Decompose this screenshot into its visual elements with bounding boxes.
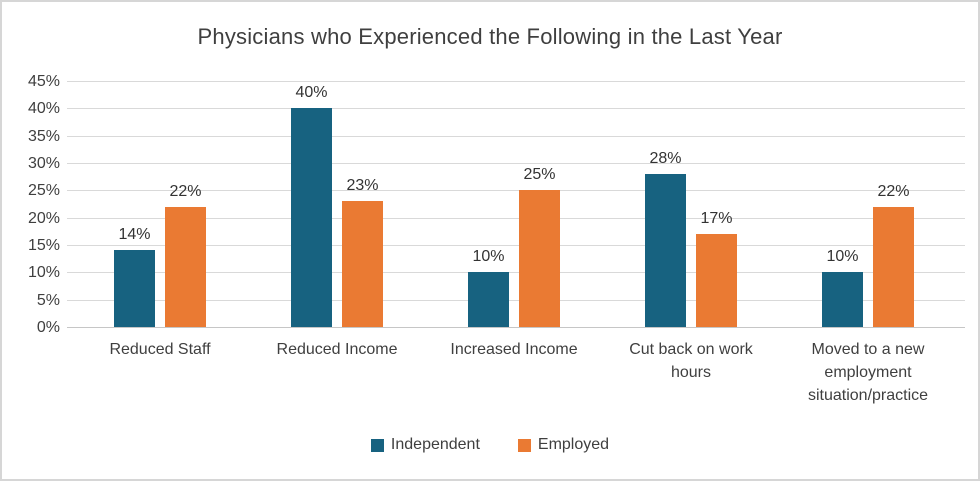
bar-independent (291, 108, 332, 327)
bar-employed (519, 190, 560, 327)
bar-value-label: 22% (877, 182, 910, 200)
legend-swatch-icon (370, 438, 384, 452)
bar-value-label: 22% (169, 182, 202, 200)
x-axis-category-label: Moved to a new employment situation/prac… (807, 341, 929, 404)
legend: Independent Employed (2, 436, 978, 454)
bar-value-label: 17% (700, 210, 733, 228)
y-axis-tick-label: 20% (27, 209, 60, 227)
gridline (67, 163, 965, 164)
bar-value-label: 23% (346, 177, 379, 195)
chart-title: Physicians who Experienced the Following… (197, 24, 783, 49)
bar-value-label: 40% (295, 84, 328, 102)
gridline (67, 190, 965, 192)
bar-employed (165, 206, 206, 327)
bar-value-label: 28% (649, 149, 682, 167)
legend-label: Employed (537, 436, 610, 453)
legend-swatch-icon (517, 438, 531, 452)
legend-label: Independent (390, 436, 480, 453)
bar-value-label: 25% (523, 166, 556, 184)
y-axis-tick-label: 35% (27, 127, 60, 145)
bar-independent (468, 272, 509, 327)
gridline (67, 217, 965, 219)
legend-item-independent: Independent (370, 436, 480, 454)
y-axis-tick-label: 15% (27, 237, 60, 254)
gridline (67, 245, 965, 246)
bar-value-label: 10% (472, 248, 505, 266)
bar-value-label: 10% (826, 248, 859, 266)
gridline (67, 108, 965, 110)
y-axis-tick-label: 10% (27, 264, 60, 282)
bar-independent (822, 272, 863, 327)
legend-item-employed: Employed (517, 436, 610, 454)
bar-employed (873, 206, 914, 327)
y-axis-tick-label: 0% (36, 319, 60, 336)
y-axis-tick-label: 45% (27, 73, 60, 90)
y-axis-tick-label: 25% (27, 182, 60, 200)
gridline (67, 299, 965, 301)
y-axis-tick-label: 5% (36, 291, 60, 309)
gridline (67, 81, 965, 82)
bar-value-label: 14% (118, 226, 151, 244)
bar-independent (114, 250, 155, 327)
gridline (67, 272, 965, 274)
gridline (67, 135, 965, 137)
gridline (67, 327, 965, 328)
x-axis-category-label: Cut back on work hours (629, 341, 753, 381)
x-axis-category-label: Reduced Staff (109, 341, 211, 358)
bar-employed (342, 201, 383, 327)
bar-independent (645, 173, 686, 327)
y-axis-tick-label: 30% (27, 155, 60, 172)
y-axis-tick-label: 40% (27, 100, 60, 118)
x-axis-category-label: Increased Income (450, 341, 578, 358)
bar-employed (696, 234, 737, 327)
x-axis-category-label: Reduced Income (276, 341, 398, 358)
